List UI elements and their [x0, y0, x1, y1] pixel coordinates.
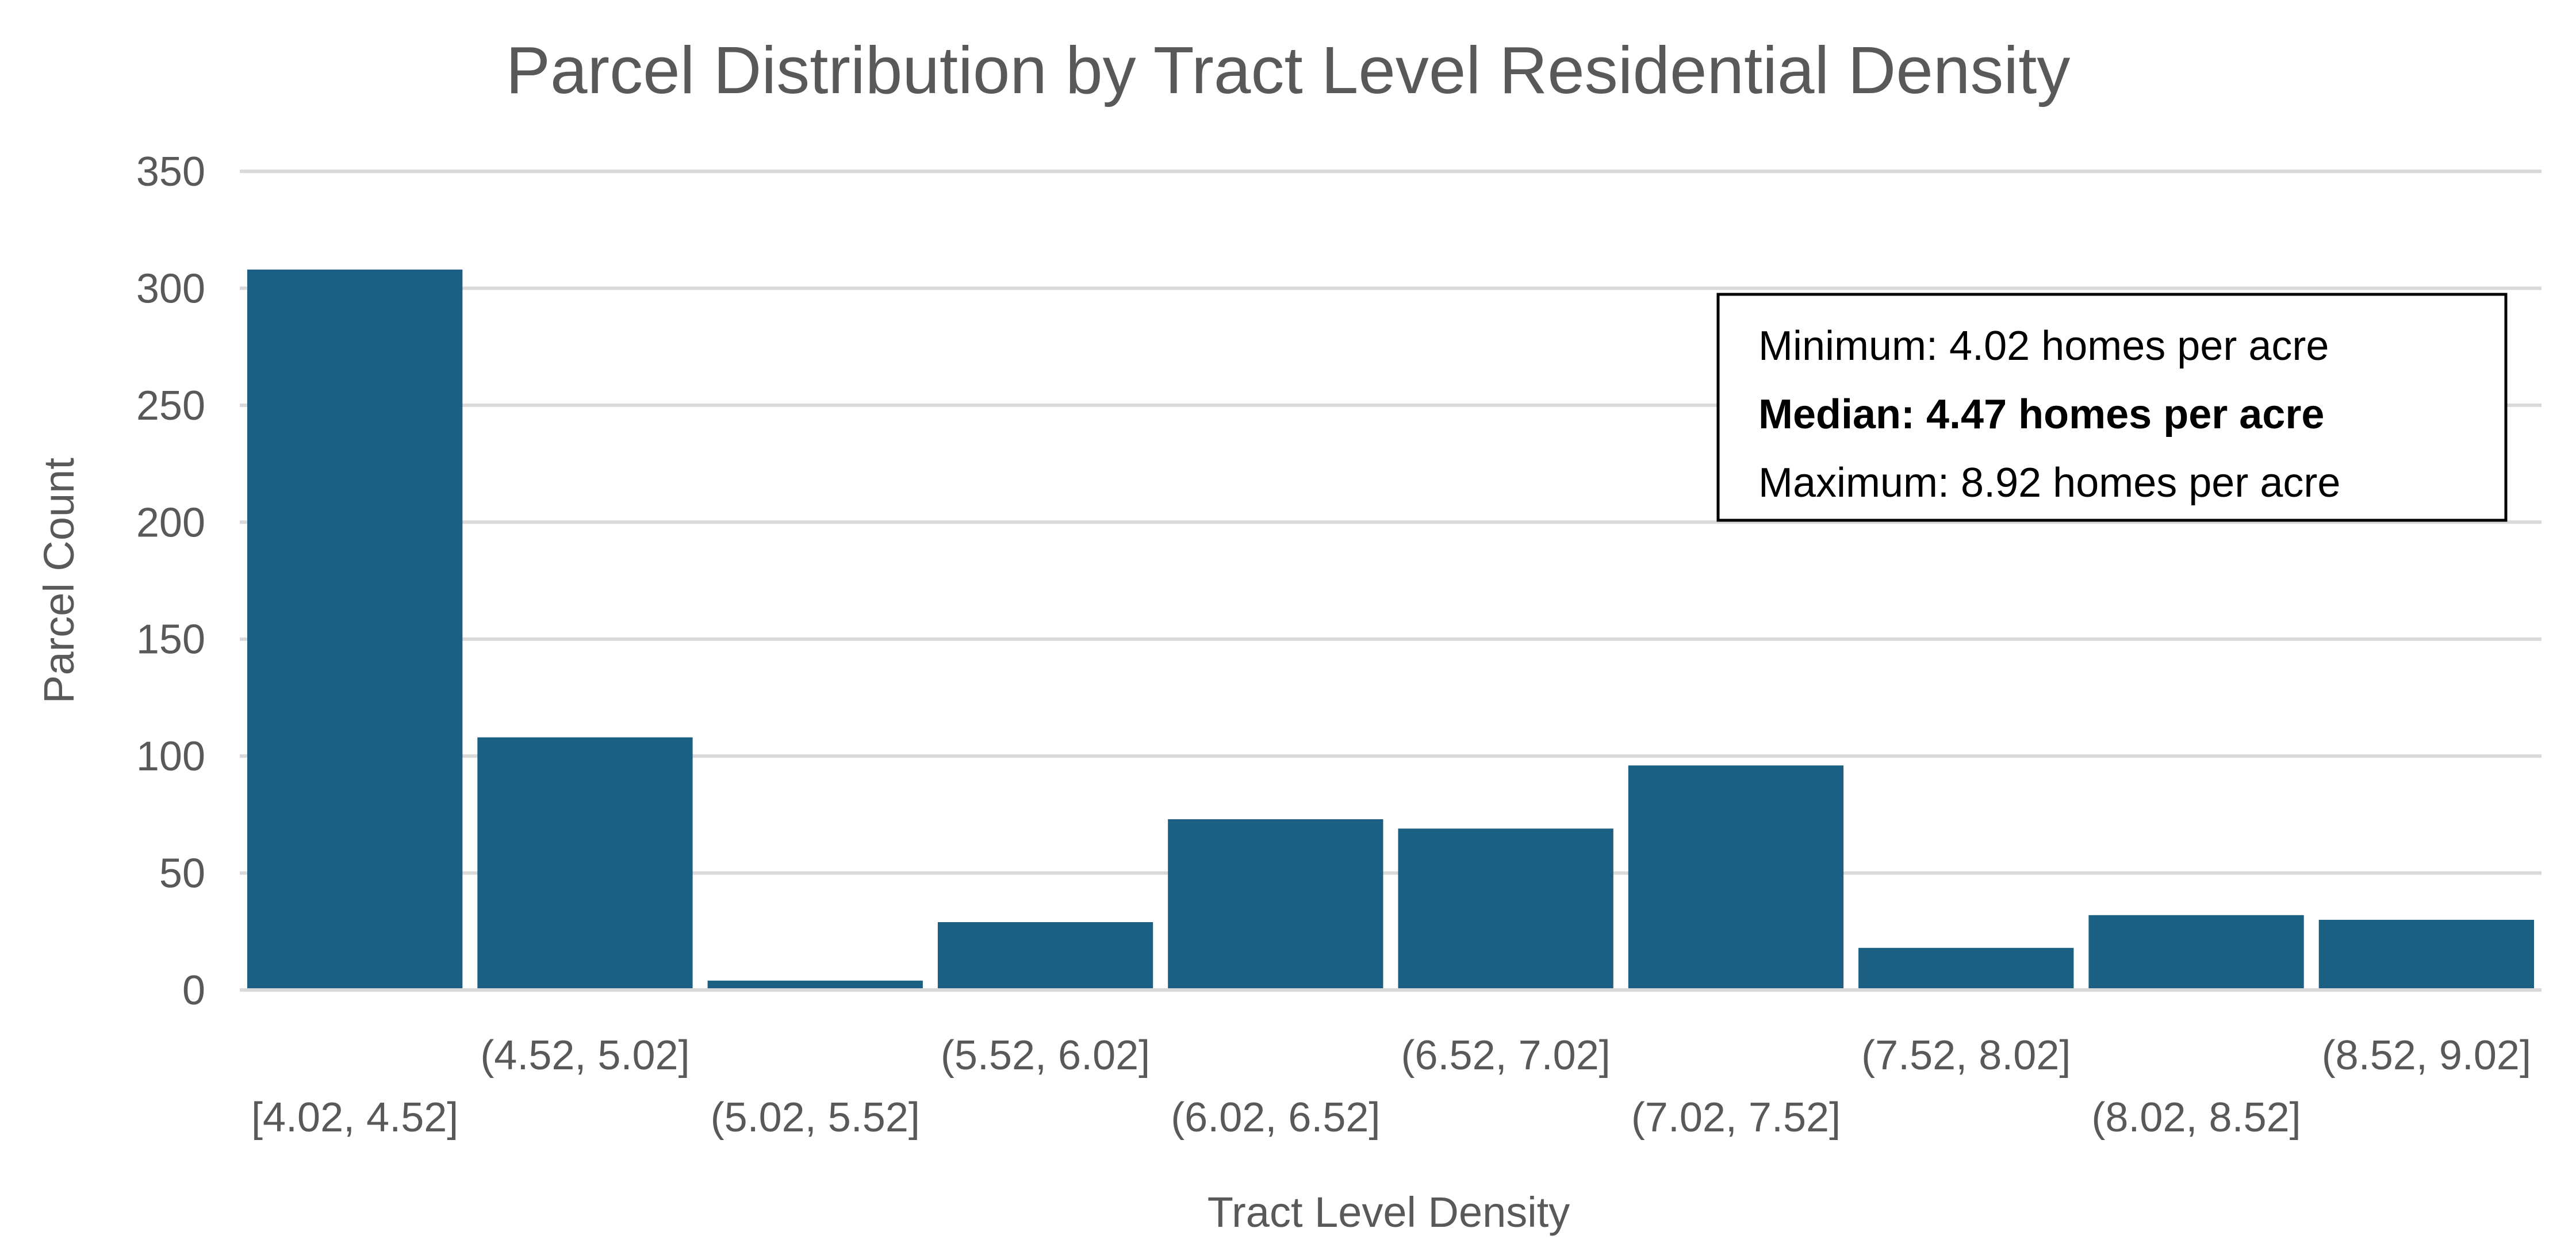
bar — [937, 922, 1153, 990]
y-tick-label: 300 — [136, 266, 205, 312]
y-tick-label: 100 — [136, 734, 205, 780]
x-tick-label: (8.52, 9.02] — [2322, 1033, 2531, 1079]
x-tick-label: (7.02, 7.52] — [1631, 1095, 1841, 1141]
bar — [1168, 819, 1383, 990]
bars — [247, 269, 2534, 990]
bar — [1398, 828, 1613, 990]
bar — [1628, 765, 1844, 990]
chart-title: Parcel Distribution by Tract Level Resid… — [506, 33, 2071, 108]
x-tick-label: (4.52, 5.02] — [480, 1033, 689, 1079]
y-tick-label: 350 — [136, 149, 205, 195]
bar — [1858, 947, 2074, 990]
x-tick-label: (8.02, 8.52] — [2091, 1095, 2301, 1141]
x-axis-tick-labels: [4.02, 4.52] (4.52, 5.02] (5.02, 5.52] (5.5… — [251, 1033, 2531, 1141]
y-axis-tick-labels: 0 50 100 150 200 250 300 350 — [136, 149, 205, 1014]
y-tick-label: 150 — [136, 617, 205, 663]
x-tick-label: [4.02, 4.52] — [251, 1095, 458, 1141]
stats-median: Median: 4.47 homes per acre — [1758, 392, 2324, 437]
x-tick-label: (7.52, 8.02] — [1861, 1033, 2071, 1079]
x-tick-label: (6.52, 7.02] — [1401, 1033, 1611, 1079]
x-tick-label: (5.52, 6.02] — [941, 1033, 1150, 1079]
bar — [707, 980, 923, 990]
x-tick-label: (6.02, 6.52] — [1171, 1095, 1380, 1141]
bar — [477, 737, 693, 990]
bar — [247, 269, 463, 990]
bar — [2318, 919, 2534, 990]
stats-minimum: Minimum: 4.02 homes per acre — [1758, 323, 2329, 369]
stats-maximum: Maximum: 8.92 homes per acre — [1758, 460, 2340, 506]
stats-box-frame — [1716, 293, 2508, 522]
bar — [2088, 915, 2304, 990]
y-tick-label: 0 — [182, 968, 205, 1014]
y-tick-label: 250 — [136, 383, 205, 429]
x-tick-label: (5.02, 5.52] — [711, 1095, 920, 1141]
y-tick-label: 200 — [136, 500, 205, 546]
y-axis-title: Parcel Count — [35, 458, 83, 704]
y-tick-label: 50 — [159, 851, 205, 897]
x-axis-title: Tract Level Density — [1208, 1188, 1570, 1236]
stats-annotation-box: Minimum: 4.02 homes per acre Median: 4.4… — [1716, 293, 2508, 522]
